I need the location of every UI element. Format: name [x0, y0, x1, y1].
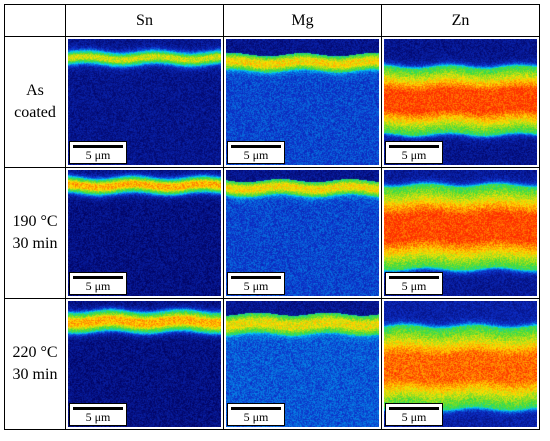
row-label-line: 220 °C [12, 344, 58, 361]
column-header-zn: Zn [381, 4, 540, 37]
map-cell-sn-190c: 5 μm [65, 167, 224, 299]
scale-bar-label: 5 μm [85, 148, 111, 162]
element-map-table: Sn Mg Zn As coated 5 μm 5 μm 5 μm [4, 4, 540, 430]
row-190c: 190 °C 30 min 5 μm 5 μm 5 μm [4, 167, 540, 299]
scale-bar-label: 5 μm [401, 148, 427, 162]
scale-bar-label: 5 μm [401, 279, 427, 293]
scale-bar-line [389, 145, 439, 148]
scale-bar: 5 μm [227, 141, 285, 164]
scale-bar: 5 μm [227, 272, 285, 295]
scale-bar-line [231, 145, 281, 148]
map-cell-mg-220c: 5 μm [223, 298, 382, 430]
row-label-line: As [26, 82, 44, 99]
map-cell-mg-as-coated: 5 μm [223, 36, 382, 168]
scale-bar: 5 μm [385, 403, 443, 426]
scale-bar-line [231, 407, 281, 410]
map-cell-zn-as-coated: 5 μm [381, 36, 540, 168]
header-row: Sn Mg Zn [4, 4, 540, 37]
row-label-line: 190 °C [12, 213, 58, 230]
row-label-line: coated [14, 104, 56, 121]
row-as-coated: As coated 5 μm 5 μm 5 μm [4, 36, 540, 168]
row-label-line: 30 min [12, 235, 58, 252]
scale-bar-label: 5 μm [243, 148, 269, 162]
scale-bar-line [73, 276, 123, 279]
scale-bar-line [389, 276, 439, 279]
scale-bar-label: 5 μm [243, 410, 269, 424]
map-cell-mg-190c: 5 μm [223, 167, 382, 299]
map-cell-zn-220c: 5 μm [381, 298, 540, 430]
scale-bar: 5 μm [385, 272, 443, 295]
scale-bar: 5 μm [385, 141, 443, 164]
row-label-220c: 220 °C 30 min [4, 298, 66, 430]
row-label-line: 30 min [12, 366, 58, 383]
corner-cell [4, 4, 66, 37]
scale-bar: 5 μm [69, 272, 127, 295]
map-cell-sn-220c: 5 μm [65, 298, 224, 430]
scale-bar-label: 5 μm [85, 279, 111, 293]
scale-bar-label: 5 μm [401, 410, 427, 424]
map-cell-zn-190c: 5 μm [381, 167, 540, 299]
scale-bar-line [389, 407, 439, 410]
scale-bar: 5 μm [69, 403, 127, 426]
scale-bar-line [73, 407, 123, 410]
row-label-190c: 190 °C 30 min [4, 167, 66, 299]
scale-bar-line [73, 145, 123, 148]
row-label-as-coated: As coated [4, 36, 66, 168]
row-220c: 220 °C 30 min 5 μm 5 μm 5 μm [4, 298, 540, 430]
scale-bar-label: 5 μm [243, 279, 269, 293]
column-header-mg: Mg [223, 4, 382, 37]
scale-bar: 5 μm [227, 403, 285, 426]
scale-bar-label: 5 μm [85, 410, 111, 424]
column-header-sn: Sn [65, 4, 224, 37]
scale-bar: 5 μm [69, 141, 127, 164]
scale-bar-line [231, 276, 281, 279]
map-cell-sn-as-coated: 5 μm [65, 36, 224, 168]
